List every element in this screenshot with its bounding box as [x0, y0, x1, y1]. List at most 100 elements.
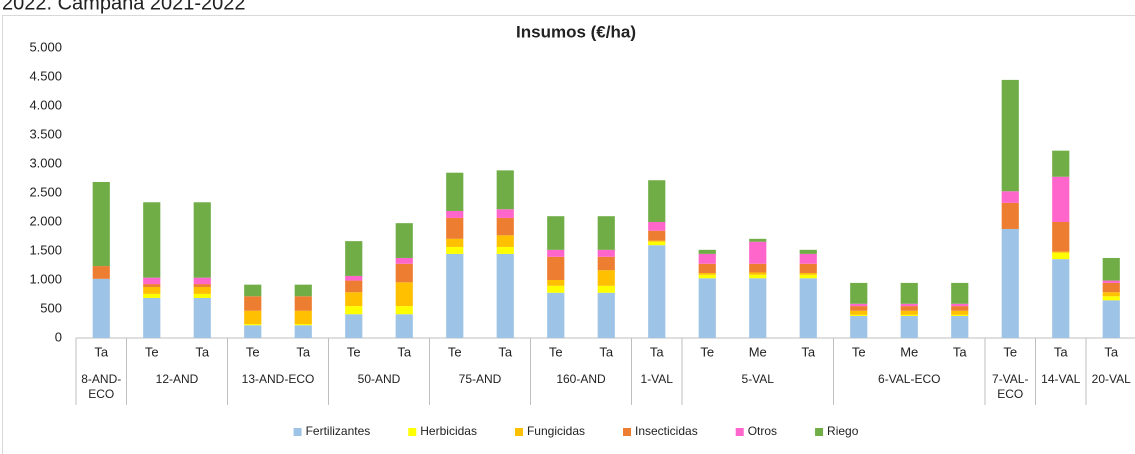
bar-segment [143, 297, 161, 338]
bar-segment [496, 246, 514, 254]
bar-segment [951, 310, 969, 315]
group-label-box: 13-AND-ECO [242, 372, 315, 386]
y-tick-label: 2.000 [29, 213, 62, 228]
group-label: 50-AND [357, 372, 401, 386]
y-tick-label: 1.000 [29, 271, 62, 286]
bar-segment [193, 293, 211, 298]
bar-segment [597, 292, 615, 338]
x-tick-label: Ta [94, 344, 109, 359]
y-tick-label: 4.500 [29, 68, 62, 83]
x-tick-label: Ta [599, 344, 614, 359]
bar-segment [951, 306, 969, 311]
group-label-box: 160-AND [556, 372, 606, 386]
bar-segment [850, 306, 868, 311]
y-tick-label: 500 [40, 300, 62, 315]
bar-segment [1052, 222, 1070, 252]
x-tick-label: Ta [1104, 344, 1119, 359]
bar-segment [597, 249, 615, 257]
bar-segment [294, 324, 312, 326]
legend-label: Riego [827, 424, 859, 438]
bar-segment [193, 286, 211, 294]
bar-segment [850, 282, 868, 304]
bar-segment [1052, 176, 1070, 222]
header-text: 2022. Campaña 2021-2022 [2, 0, 246, 14]
legend-label: Otros [748, 424, 777, 438]
bar-segment [143, 202, 161, 278]
bar-segment [1001, 79, 1019, 192]
bar-segment [597, 216, 615, 250]
x-tick-label: Me [900, 344, 918, 359]
group-label: 14-VAL [1041, 372, 1081, 386]
x-tick-label: Te [549, 344, 563, 359]
bar-segment [143, 286, 161, 294]
bar-segment [395, 223, 413, 258]
bar-segment [1001, 202, 1019, 229]
bar-segment [1102, 257, 1120, 281]
bar-segment [799, 263, 817, 274]
group-label-box: 50-AND [357, 372, 401, 386]
bar-segment [850, 315, 868, 338]
x-tick-label: Ta [953, 344, 968, 359]
bar-segment [900, 282, 918, 304]
bar-segment [446, 217, 464, 239]
x-tick-label: Te [700, 344, 714, 359]
bar-segment [294, 284, 312, 297]
group-label: 75-AND [458, 372, 502, 386]
bar-segment [244, 325, 262, 338]
group-label-box: 1-VAL [641, 372, 673, 386]
group-label: 160-AND [556, 372, 606, 386]
bar-segment [345, 306, 363, 315]
bar-segment [698, 263, 716, 274]
group-label: 8-AND-ECO [81, 372, 122, 401]
bar-segment [951, 314, 969, 316]
bar-segment [345, 275, 363, 281]
bar-segment [496, 170, 514, 210]
bar-segment [648, 230, 666, 241]
bar-segment [1102, 282, 1120, 293]
bar-segment [1052, 252, 1070, 260]
x-tick-label: Me [749, 344, 767, 359]
x-tick-label: Ta [1054, 344, 1069, 359]
y-tick-label: 3.000 [29, 155, 62, 170]
group-label-box: 8-AND-ECO [81, 372, 122, 401]
group-label-box: 75-AND [458, 372, 502, 386]
x-tick-label: Ta [296, 344, 311, 359]
bar-segment [951, 303, 969, 307]
legend-label: Fungicidas [527, 424, 585, 438]
bar-segment [395, 263, 413, 283]
bar-segment [446, 210, 464, 218]
bar-segment [799, 249, 817, 254]
bar-segment [496, 253, 514, 338]
bar-segment [900, 303, 918, 307]
bar-segment [395, 314, 413, 338]
group-label: 5-VAL [741, 372, 774, 386]
group-label-box: 12-AND [155, 372, 199, 386]
bar-segment [698, 274, 716, 279]
bar-segment [597, 285, 615, 293]
bar-segment [294, 310, 312, 325]
bar-segment [345, 314, 363, 338]
x-tick-label: Ta [801, 344, 816, 359]
bar-segment [951, 282, 969, 304]
bar-segment [597, 256, 615, 271]
bar-segment [496, 217, 514, 236]
y-tick-label: 2.500 [29, 184, 62, 199]
bar-segment [597, 270, 615, 286]
bar-segment [446, 238, 464, 247]
group-label-box: 7-VAL-ECO [992, 372, 1028, 401]
bar-segment [749, 274, 767, 279]
legend-swatch [408, 428, 417, 436]
group-label: 20-VAL [1091, 372, 1131, 386]
bar-segment [648, 245, 666, 338]
bar-segment [1102, 296, 1120, 301]
group-label: 6-VAL-ECO [878, 372, 941, 386]
x-tick-label: Ta [397, 344, 412, 359]
y-tick-label: 5.000 [29, 39, 62, 54]
bar-segment [547, 216, 565, 250]
group-label: 12-AND [155, 372, 199, 386]
bar-segment [244, 324, 262, 326]
legend-swatch [815, 428, 824, 436]
bar-segment [345, 241, 363, 276]
chart-title: Insumos (€/ha) [516, 22, 636, 41]
